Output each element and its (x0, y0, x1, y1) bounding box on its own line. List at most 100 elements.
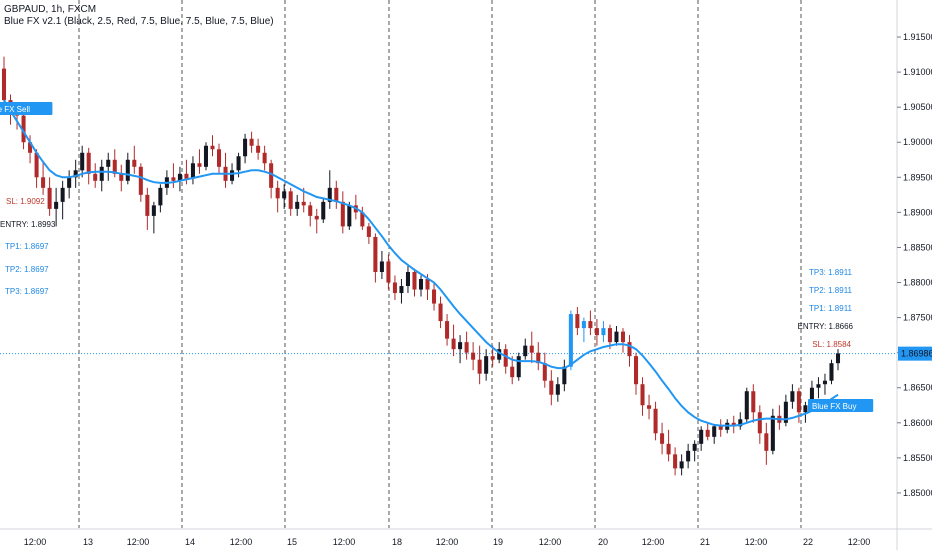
candle-body (640, 384, 645, 406)
candle-body (360, 212, 365, 227)
candle (418, 275, 424, 297)
candle-body (60, 187, 65, 202)
candle-body (418, 279, 424, 290)
x-tick-label: 12:00 (436, 537, 459, 547)
candle-body (99, 166, 104, 181)
candle-body (73, 170, 78, 178)
candle (203, 142, 209, 171)
candle (829, 359, 834, 385)
sell-tp3: TP3: 1.8697 (5, 287, 49, 296)
candle-body (503, 349, 508, 367)
candle (145, 187, 150, 230)
candle-body (314, 215, 319, 220)
candle (568, 310, 573, 371)
candle-body (230, 170, 235, 181)
candle (555, 377, 560, 402)
candle-body (484, 356, 489, 374)
candle (458, 335, 463, 364)
candle-body (269, 163, 274, 188)
y-tick-label: 1.85500 (903, 453, 932, 463)
candle-body (536, 352, 541, 364)
sell-signal-label: Blue FX Sell (0, 105, 30, 114)
candle-body (432, 289, 437, 304)
candle (269, 159, 274, 199)
sell-sl: SL: 1.9092 (6, 197, 45, 206)
candle-body (171, 177, 176, 181)
y-tick-label: 1.91500 (903, 32, 932, 42)
candle (471, 342, 476, 371)
candle (738, 412, 743, 430)
candle (210, 135, 215, 157)
candle (731, 415, 736, 434)
candle-body (653, 408, 658, 434)
candle (594, 318, 599, 346)
candle-body (34, 152, 39, 178)
candle-body (282, 191, 287, 199)
candle (783, 394, 788, 427)
x-tick-label: 12:00 (24, 537, 47, 547)
candle (536, 342, 541, 371)
candle-body (666, 443, 671, 455)
candle-body (562, 366, 567, 385)
candle-body (588, 321, 593, 329)
candle (790, 384, 795, 409)
candle (288, 187, 293, 216)
candle (151, 201, 156, 234)
candle-body (568, 314, 573, 367)
candle (379, 250, 384, 280)
candle-body (529, 345, 534, 353)
x-tick-label: 18 (392, 537, 402, 547)
candle-body (731, 422, 736, 427)
candle-body (67, 177, 72, 188)
candle-body (660, 433, 665, 444)
candle (125, 152, 130, 185)
candle (484, 349, 489, 381)
x-tick-label: 12:00 (333, 537, 356, 547)
y-tick-label: 1.89000 (903, 207, 932, 217)
candle (490, 345, 495, 367)
candle (321, 198, 326, 223)
candle-body (647, 405, 652, 409)
candle-body (679, 461, 684, 469)
x-tick-label: 15 (287, 537, 297, 547)
candle (529, 331, 534, 364)
candle-body (243, 138, 248, 157)
candle (445, 314, 450, 346)
candle (835, 349, 841, 371)
candle (119, 164, 124, 192)
candle-body (471, 352, 476, 360)
buy-signal-label: Blue FX Buy (812, 402, 856, 411)
candle-body (464, 342, 469, 353)
candle (340, 191, 345, 234)
candle (627, 335, 632, 367)
candle-body (738, 419, 743, 427)
y-tick-label: 1.89500 (903, 172, 932, 182)
candle-body (197, 163, 202, 167)
candle (647, 394, 652, 420)
candle (562, 359, 567, 392)
candle-body (438, 303, 443, 322)
candle-body (712, 426, 717, 437)
candle-body (581, 321, 586, 329)
candle (67, 170, 72, 199)
candle (718, 419, 723, 437)
candle (308, 201, 313, 227)
candle (666, 429, 671, 462)
candle-body (673, 454, 678, 469)
candle-body (705, 429, 710, 437)
candle-body (47, 187, 52, 209)
candle (275, 180, 280, 213)
candle-body (1, 68, 7, 101)
candle (223, 152, 228, 188)
candle-body (190, 163, 195, 179)
candle-body (516, 356, 521, 378)
candle (366, 222, 371, 244)
candle (614, 326, 619, 346)
candle (347, 201, 352, 230)
buy-tp2: TP2: 1.8911 (809, 286, 853, 295)
y-tick-label: 1.87500 (903, 313, 932, 323)
candle (803, 401, 808, 423)
candle (822, 373, 827, 395)
candle-body (379, 261, 384, 272)
